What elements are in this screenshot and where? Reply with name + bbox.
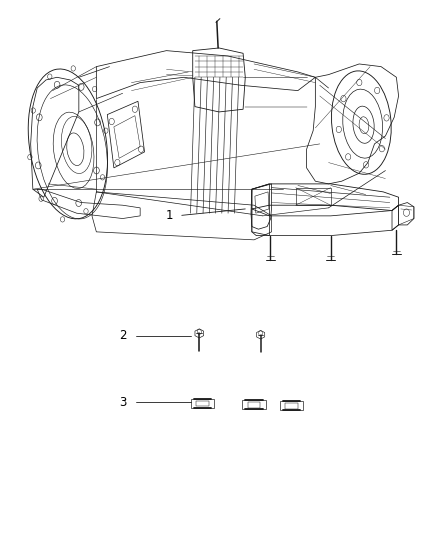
Text: 3: 3 <box>120 396 127 409</box>
Text: 2: 2 <box>120 329 127 342</box>
Text: 1: 1 <box>166 209 173 222</box>
